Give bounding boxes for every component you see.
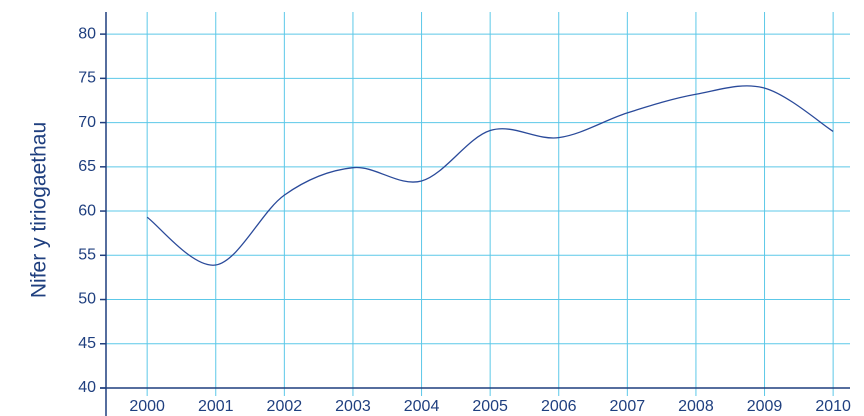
x-tick-label: 2004 <box>404 398 440 415</box>
y-tick-label: 80 <box>78 25 96 42</box>
x-tick-label: 2001 <box>198 398 234 415</box>
line-series <box>146 85 834 266</box>
x-tick-label: 2007 <box>610 398 646 415</box>
y-tick-label: 70 <box>78 114 96 131</box>
y-tick-label: 55 <box>78 247 96 264</box>
x-tick-label: 2009 <box>747 398 783 415</box>
x-tick-label: 2006 <box>541 398 577 415</box>
y-axis-label: Nifer y tiriogaethau <box>28 122 51 298</box>
y-tick-label: 45 <box>78 335 96 352</box>
x-tick-label: 2005 <box>472 398 508 415</box>
x-tick-label: 2008 <box>678 398 714 415</box>
y-tick-label: 50 <box>78 291 96 308</box>
x-tick-label: 2010 <box>815 398 851 415</box>
y-tick-label: 75 <box>78 70 96 87</box>
x-tick-label: 2000 <box>129 398 165 415</box>
y-tick-label: 40 <box>78 379 96 396</box>
x-tick-label: 2002 <box>267 398 303 415</box>
y-tick-label: 65 <box>78 158 96 175</box>
x-tick-label: 2003 <box>335 398 371 415</box>
y-tick-label: 60 <box>78 202 96 219</box>
